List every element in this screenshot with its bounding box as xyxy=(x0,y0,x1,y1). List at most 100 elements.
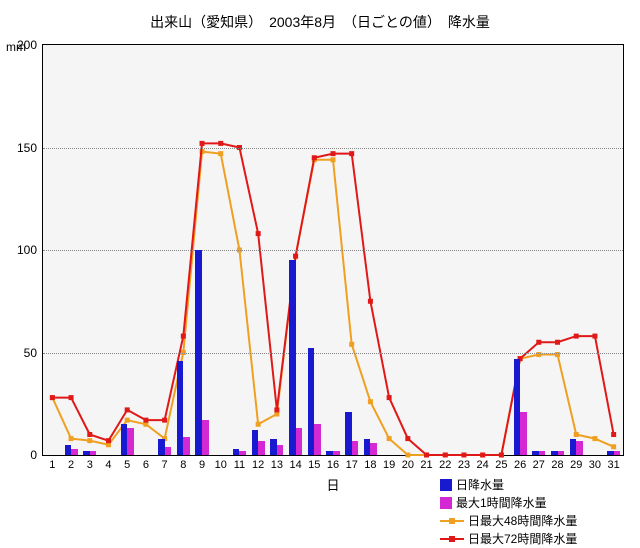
line-marker xyxy=(574,334,579,339)
gridline xyxy=(43,250,623,251)
bar xyxy=(551,451,558,455)
bar xyxy=(296,428,303,455)
x-tick-label: 8 xyxy=(180,459,186,471)
x-tick-label: 12 xyxy=(252,459,264,471)
line-marker xyxy=(574,432,579,437)
line-marker xyxy=(480,453,485,458)
x-tick-label: 1 xyxy=(49,459,55,471)
y-tick-label: 200 xyxy=(17,38,37,52)
bar xyxy=(239,451,246,455)
line-series xyxy=(52,152,613,455)
x-tick-label: 15 xyxy=(308,459,320,471)
line-marker xyxy=(611,432,616,437)
bar xyxy=(558,451,565,455)
x-tick-label: 31 xyxy=(608,459,620,471)
line-marker xyxy=(349,151,354,156)
line-marker xyxy=(218,141,223,146)
x-tick-label: 2 xyxy=(68,459,74,471)
line-marker xyxy=(274,407,279,412)
x-axis-title: 日 xyxy=(326,475,339,494)
bar xyxy=(202,420,209,455)
x-tick-label: 9 xyxy=(199,459,205,471)
plot-area: 日 05010015020012345678910111213141516171… xyxy=(42,44,624,456)
line-marker xyxy=(424,453,429,458)
line-marker xyxy=(143,418,148,423)
line-marker xyxy=(405,436,410,441)
x-tick-label: 18 xyxy=(364,459,376,471)
chart-title: 出来山（愛知県） 2003年8月 （日ごとの値） 降水量 xyxy=(0,12,640,32)
x-tick-label: 30 xyxy=(589,459,601,471)
bar xyxy=(614,451,621,455)
bar xyxy=(370,443,377,455)
line-marker xyxy=(69,395,74,400)
bar xyxy=(539,451,546,455)
x-tick-label: 22 xyxy=(439,459,451,471)
line-marker xyxy=(611,444,616,449)
x-tick-label: 11 xyxy=(234,459,245,471)
line-marker xyxy=(555,340,560,345)
line-marker xyxy=(106,438,111,443)
legend-swatch xyxy=(440,497,452,509)
line-marker xyxy=(69,436,74,441)
bar xyxy=(314,424,321,455)
line-marker xyxy=(87,432,92,437)
bar xyxy=(127,428,134,455)
legend: 日降水量最大1時間降水量日最大48時間降水量日最大72時間降水量 xyxy=(440,476,577,548)
x-tick-label: 6 xyxy=(143,459,149,471)
legend-item: 日最大72時間降水量 xyxy=(440,530,577,547)
y-tick-label: 50 xyxy=(24,346,37,360)
line-marker xyxy=(256,422,261,427)
line-marker xyxy=(387,436,392,441)
x-tick-label: 21 xyxy=(420,459,432,471)
line-marker xyxy=(293,254,298,259)
line-marker xyxy=(387,395,392,400)
legend-label: 日最大48時間降水量 xyxy=(468,512,577,529)
line-marker xyxy=(200,141,205,146)
x-tick-label: 14 xyxy=(289,459,301,471)
line-marker xyxy=(162,418,167,423)
line-marker xyxy=(592,334,597,339)
x-tick-label: 24 xyxy=(477,459,489,471)
line-series xyxy=(52,143,613,455)
x-tick-label: 29 xyxy=(570,459,582,471)
y-tick-label: 150 xyxy=(17,141,37,155)
line-marker xyxy=(331,151,336,156)
line-marker xyxy=(181,334,186,339)
legend-label: 日最大72時間降水量 xyxy=(468,530,577,547)
line-marker xyxy=(536,340,541,345)
bar xyxy=(165,447,172,455)
line-marker xyxy=(461,453,466,458)
bar xyxy=(326,451,333,455)
bar xyxy=(520,412,527,455)
y-tick-label: 100 xyxy=(17,243,37,257)
line-marker xyxy=(331,157,336,162)
line-marker xyxy=(368,299,373,304)
x-tick-label: 5 xyxy=(124,459,130,471)
chart-container: 出来山（愛知県） 2003年8月 （日ごとの値） 降水量 mm 日 050100… xyxy=(0,0,640,540)
gridline xyxy=(43,353,623,354)
line-marker xyxy=(312,155,317,160)
bar xyxy=(289,260,296,455)
x-tick-label: 19 xyxy=(383,459,395,471)
gridline xyxy=(43,148,623,149)
line-marker xyxy=(50,395,55,400)
x-tick-label: 17 xyxy=(346,459,358,471)
x-tick-label: 10 xyxy=(215,459,227,471)
x-tick-label: 13 xyxy=(271,459,283,471)
legend-item: 最大1時間降水量 xyxy=(440,494,577,511)
x-tick-label: 4 xyxy=(105,459,111,471)
line-marker xyxy=(125,418,130,423)
legend-swatch xyxy=(440,479,452,491)
x-tick-label: 26 xyxy=(514,459,526,471)
bar xyxy=(71,449,78,455)
line-marker xyxy=(349,342,354,347)
legend-line-swatch xyxy=(440,515,464,527)
x-tick-label: 23 xyxy=(458,459,470,471)
line-marker xyxy=(256,231,261,236)
x-tick-label: 25 xyxy=(495,459,507,471)
x-tick-label: 28 xyxy=(551,459,563,471)
y-tick-label: 0 xyxy=(30,448,37,462)
bar xyxy=(333,451,340,455)
line-marker xyxy=(87,438,92,443)
bar xyxy=(352,441,359,455)
